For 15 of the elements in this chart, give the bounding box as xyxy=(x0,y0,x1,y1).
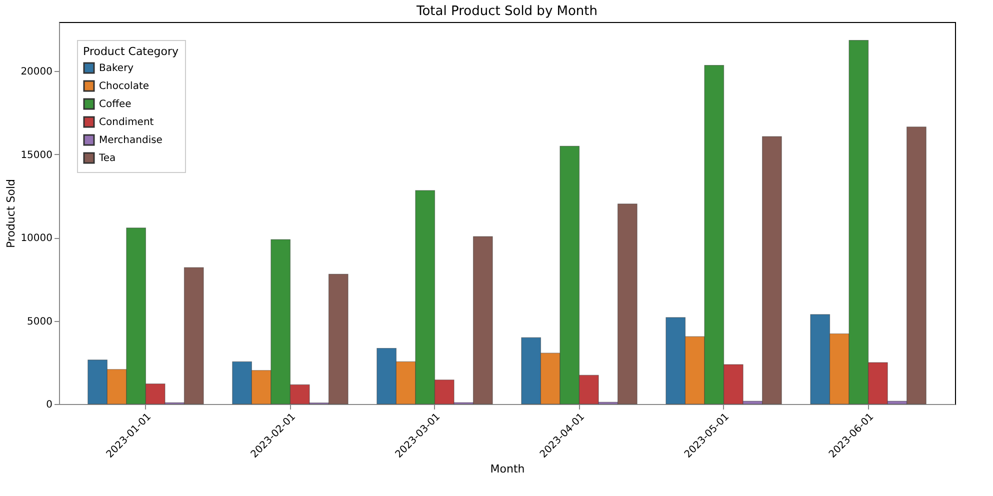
legend-label: Coffee xyxy=(99,99,132,110)
legend-label: Tea xyxy=(98,153,116,164)
y-tick-label: 0 xyxy=(46,400,52,410)
y-tick-label: 20000 xyxy=(20,66,52,78)
y-tick-label: 15000 xyxy=(20,150,52,161)
legend-label: Condiment xyxy=(99,117,154,128)
legend-label: Merchandise xyxy=(99,135,162,146)
y-tick-label: 5000 xyxy=(27,316,52,328)
y-tick-label: 10000 xyxy=(20,233,52,244)
x-axis-title: Month xyxy=(490,462,525,476)
y-axis-title: Product Sold xyxy=(4,178,18,248)
chart-title: Total Product Sold by Month xyxy=(415,4,598,19)
legend-title: Product Category xyxy=(83,45,179,58)
legend-label: Chocolate xyxy=(99,81,150,92)
legend-label: Bakery xyxy=(99,63,134,74)
